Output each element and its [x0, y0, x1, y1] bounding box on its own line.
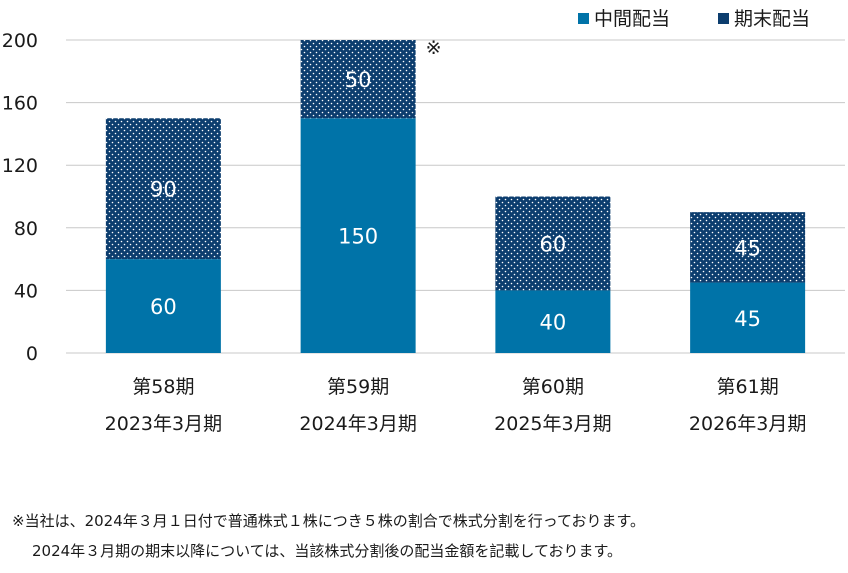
bar-layer: 60 90 150 50 40 60 45 45 [105, 40, 806, 353]
x-tick-label: 第59期 [327, 376, 389, 398]
x-tick-label: 第60期 [522, 376, 584, 398]
x-tick-label: 2023年3月期 [105, 413, 222, 435]
footnote-line-2: 2024年３月期の期末以降については、当該株式分割後の配当金額を記載しております… [32, 542, 623, 560]
y-tick-label: 0 [26, 343, 38, 365]
x-tick-label: 第58期 [132, 376, 194, 398]
y-tick-label: 80 [14, 218, 38, 240]
bar-segment [105, 118, 221, 260]
chart-canvas: 60 90 150 50 40 60 45 45 0 40 80 120 160 200 第58期 2023… [2, 8, 845, 435]
data-label: 60 [540, 232, 567, 256]
x-tick-label: 2024年3月期 [299, 413, 416, 435]
bar-segment [495, 196, 611, 291]
data-label: 45 [734, 307, 761, 331]
legend-label: 期末配当 [734, 8, 810, 30]
legend: 中間配当 期末配当 [578, 8, 810, 30]
data-label: 40 [540, 311, 567, 335]
y-tick-label: 120 [2, 155, 38, 177]
annotation-mark: ※ [426, 37, 442, 59]
data-label: 50 [345, 68, 372, 92]
x-tick-label: 2025年3月期 [494, 413, 611, 435]
legend-label: 中間配当 [594, 8, 670, 30]
y-tick-label: 200 [2, 30, 38, 52]
x-tick-label: 第61期 [717, 376, 779, 398]
data-label: 45 [734, 236, 761, 260]
y-tick-label: 40 [14, 280, 38, 302]
legend-swatch [578, 13, 589, 24]
axis-layer: 0 40 80 120 160 200 第58期 2023年3月期 第59期 2024年3月期 ※ 第… [2, 30, 807, 435]
footnote-line-1: ※当社は、2024年３月１日付で普通株式１株につき５株の割合で株式分割を行ってお… [12, 512, 646, 530]
bar-segment [300, 118, 416, 353]
data-label: 60 [150, 295, 177, 319]
data-label: 90 [150, 178, 177, 202]
bar-segment [105, 259, 221, 353]
bar-segment [690, 212, 806, 283]
bar-segment [495, 290, 611, 353]
bar-segment [690, 282, 806, 353]
data-label: 150 [338, 225, 378, 249]
bar-segment [300, 40, 416, 119]
legend-swatch [718, 13, 729, 24]
x-tick-label: 2026年3月期 [689, 413, 806, 435]
y-tick-label: 160 [2, 93, 38, 115]
